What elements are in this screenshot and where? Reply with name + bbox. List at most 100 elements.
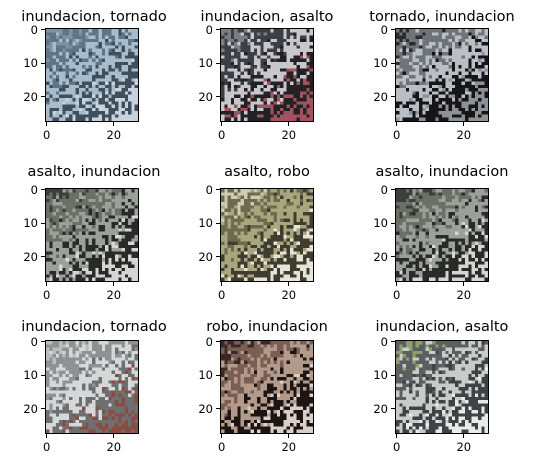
y-tick-label: 0 [30,334,38,349]
y-tick-label: 10 [23,216,38,231]
panel-title: inundacion, asalto [375,319,509,335]
y-tick-mark [391,189,395,191]
y-tick-mark [41,96,45,98]
y-tick-label: 20 [23,401,38,416]
x-tick-mark [221,434,223,438]
x-tick-label: 20 [281,440,297,454]
x-tick-label: 20 [106,440,122,454]
y-tick-label: 20 [373,401,388,416]
y-tick-label: 20 [23,89,38,104]
y-tick-label: 10 [373,368,388,383]
y-tick-label: 0 [205,22,213,37]
x-tick-label: 0 [218,440,226,454]
panel-image [45,340,139,434]
y-tick-mark [391,256,395,258]
panel-image [45,28,139,122]
y-tick-mark [41,29,45,31]
y-tick-label: 0 [380,182,388,197]
y-tick-mark [216,189,220,191]
x-tick-label: 0 [393,128,401,142]
x-tick-mark [46,282,48,286]
x-tick-mark [396,434,398,438]
x-tick-label: 20 [106,128,122,142]
y-tick-mark [216,341,220,343]
y-tick-label: 20 [198,401,213,416]
x-tick-mark [46,434,48,438]
panel-title: tornado, inundacion [369,9,515,25]
x-tick-label: 20 [456,128,472,142]
y-tick-mark [41,189,45,191]
y-tick-label: 0 [30,22,38,37]
panel-image [395,188,489,282]
x-tick-label: 0 [43,288,51,302]
y-tick-mark [216,256,220,258]
y-tick-label: 10 [198,56,213,71]
y-tick-label: 20 [198,89,213,104]
x-tick-mark [221,282,223,286]
y-tick-label: 0 [380,334,388,349]
y-tick-label: 20 [373,89,388,104]
y-tick-mark [216,29,220,31]
y-tick-mark [391,408,395,410]
y-tick-mark [391,222,395,224]
y-tick-mark [41,256,45,258]
panel-title: inundacion, tornado [21,319,167,335]
y-tick-mark [41,408,45,410]
y-tick-mark [41,222,45,224]
x-tick-label: 20 [106,288,122,302]
y-tick-label: 0 [30,182,38,197]
y-tick-label: 20 [373,249,388,264]
x-tick-mark [396,122,398,126]
x-tick-mark [113,122,115,126]
x-tick-label: 0 [43,440,51,454]
x-tick-label: 20 [456,440,472,454]
y-tick-mark [41,62,45,64]
panel-title: asalto, inundacion [375,164,509,180]
y-tick-mark [391,374,395,376]
y-tick-mark [216,62,220,64]
panel-image [45,188,139,282]
y-tick-mark [391,96,395,98]
y-tick-label: 0 [380,22,388,37]
y-tick-mark [391,62,395,64]
x-tick-mark [221,122,223,126]
y-tick-label: 10 [23,56,38,71]
y-tick-label: 10 [373,56,388,71]
y-tick-mark [41,341,45,343]
x-tick-mark [396,282,398,286]
x-tick-label: 20 [456,288,472,302]
y-tick-mark [391,29,395,31]
x-tick-mark [113,434,115,438]
x-tick-mark [288,122,290,126]
x-tick-mark [46,122,48,126]
y-tick-mark [216,96,220,98]
x-tick-label: 20 [281,128,297,142]
y-tick-mark [41,374,45,376]
panel-image [220,28,314,122]
x-tick-label: 0 [393,440,401,454]
y-tick-label: 0 [205,182,213,197]
x-tick-mark [288,282,290,286]
x-tick-label: 0 [43,128,51,142]
x-tick-mark [113,282,115,286]
y-tick-label: 10 [373,216,388,231]
x-tick-mark [288,434,290,438]
panel-title: inundacion, asalto [200,9,334,25]
x-tick-label: 0 [218,128,226,142]
x-tick-mark [463,122,465,126]
y-tick-label: 10 [198,368,213,383]
panel-title: robo, inundacion [206,319,328,335]
panel-image [220,188,314,282]
y-tick-mark [216,408,220,410]
x-tick-label: 0 [218,288,226,302]
panel-image [395,28,489,122]
panel-title: inundacion, tornado [21,9,167,25]
y-tick-label: 10 [198,216,213,231]
y-tick-label: 20 [23,249,38,264]
y-tick-mark [216,222,220,224]
x-tick-label: 20 [281,288,297,302]
y-tick-mark [216,374,220,376]
x-tick-label: 0 [393,288,401,302]
panel-title: asalto, inundacion [27,164,161,180]
